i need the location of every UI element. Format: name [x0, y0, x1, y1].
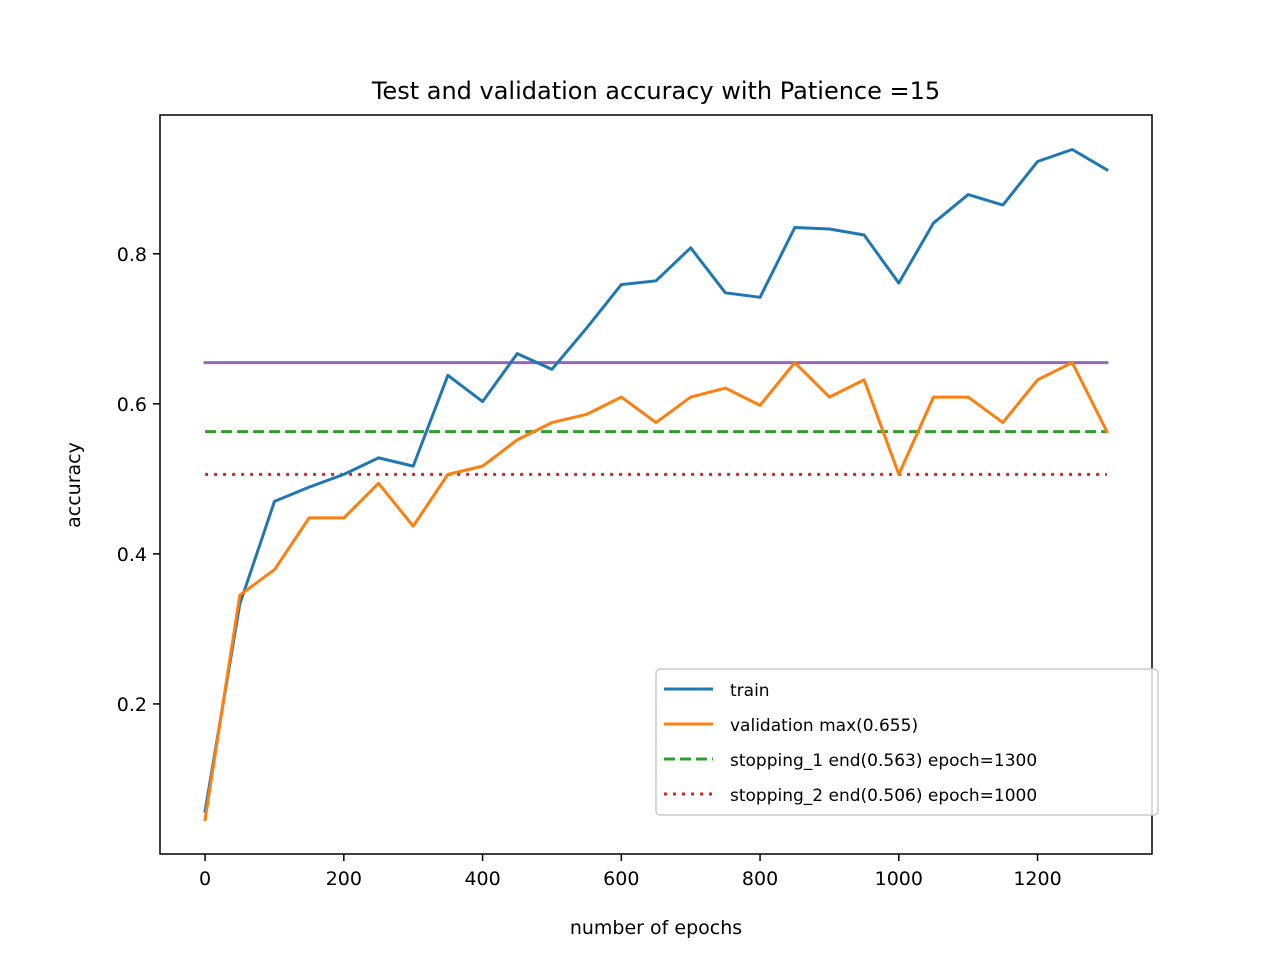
- x-tick-label: 200: [326, 868, 362, 890]
- legend-label: stopping_2 end(0.506) epoch=1000: [730, 786, 1037, 806]
- x-tick-label: 800: [742, 868, 778, 890]
- x-tick-label: 1200: [1013, 868, 1061, 890]
- y-tick-label: 0.6: [117, 394, 147, 416]
- y-tick-label: 0.2: [117, 694, 147, 716]
- legend-box: [655, 668, 1159, 816]
- chart-title: Test and validation accuracy with Patien…: [371, 77, 940, 105]
- x-tick-label: 600: [603, 868, 639, 890]
- y-axis-ticks: 0.2 0.4 0.6 0.8: [117, 244, 160, 716]
- plot-frame: [159, 114, 1153, 855]
- x-tick-label: 1000: [875, 868, 923, 890]
- legend-label: validation max(0.655): [730, 716, 918, 736]
- legend-label: train: [730, 681, 770, 701]
- x-tick-label: 400: [464, 868, 500, 890]
- series-line-1: [203, 361, 1109, 822]
- legend-label: stopping_1 end(0.563) epoch=1300: [730, 751, 1037, 771]
- y-axis-label: accuracy: [63, 442, 85, 528]
- series-line-0: [203, 148, 1109, 813]
- x-axis-ticks: 0 200 400 600 800 1000 1200: [199, 854, 1062, 890]
- plot-series: [203, 148, 1109, 822]
- x-tick-label: 0: [199, 868, 211, 890]
- x-axis-label: number of epochs: [570, 917, 742, 939]
- y-tick-label: 0.4: [117, 544, 147, 566]
- y-tick-label: 0.8: [117, 244, 147, 266]
- legend: train validation max(0.655) stopping_1 end…: [655, 668, 1159, 816]
